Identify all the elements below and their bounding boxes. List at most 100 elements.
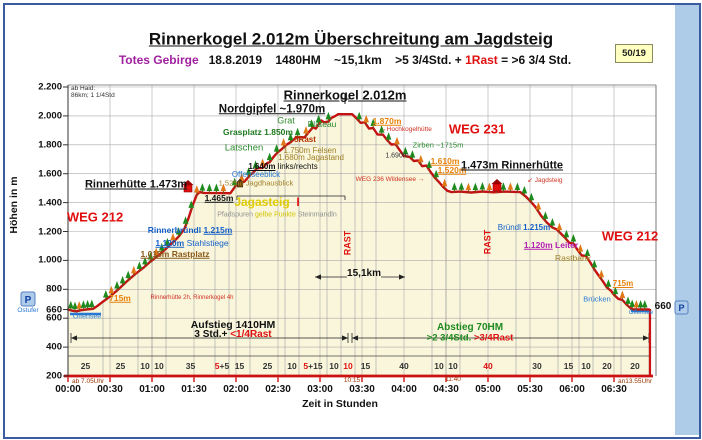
tree-icon: [159, 242, 165, 251]
tree-icon: [500, 182, 507, 190]
sign-715-west: 715m: [109, 292, 131, 303]
stahlstiege-label-segment: Stahlstiege: [184, 237, 229, 248]
leg-minutes-cell: 40: [483, 362, 492, 371]
leg-minutes-cell: 10: [140, 362, 149, 371]
tree-orange-icon: [394, 136, 400, 145]
leg-minutes-cell: 40: [399, 362, 408, 371]
tour-number-badge: 50/19: [615, 44, 653, 63]
jagastand-label: 1.680m Jagastand: [278, 153, 344, 162]
tree-icon: [84, 299, 91, 308]
leg-minutes-text: 10: [329, 360, 339, 371]
offensee-west-label: Offensee: [72, 313, 102, 321]
leg-minutes-cell: 5+15: [303, 362, 322, 371]
tree-icon: [584, 248, 591, 256]
tree-icon: [315, 114, 322, 123]
tree-icon: [325, 111, 332, 120]
x-tick-label: 01:30: [181, 384, 207, 395]
y-tick-label: 1.400: [38, 196, 62, 208]
rast-summit-label: RAST: [342, 230, 353, 256]
tree-icon: [629, 299, 635, 307]
leg-minutes-text: 35: [185, 360, 196, 371]
parking-icon-letter: P: [25, 295, 32, 306]
tree-orange-icon: [76, 301, 82, 309]
subtitle-segment: 1Rast: [465, 53, 498, 67]
stahlstiege-label-segment: 1.120m: [155, 237, 185, 248]
ab-haid-line2: 86km; 1 1/4Std: [71, 91, 115, 99]
tree-icon: [206, 183, 213, 191]
leg-minutes-text: 10: [448, 360, 458, 371]
jagdsteig-label: ↙ Jagdsteig: [527, 176, 563, 184]
stahlstiege-label: 1.120m Stahlstiege: [155, 239, 228, 248]
leg-minutes-cell: 15: [235, 362, 244, 371]
tree-icon: [433, 169, 439, 178]
y-tick-label: 660: [46, 303, 62, 315]
tree-icon: [136, 261, 143, 269]
rastbank-label: Rastbank: [555, 252, 591, 263]
parking-icon-letter: P: [678, 303, 684, 313]
offenseeblick-label: Offenseeblick: [231, 170, 281, 179]
leg-minutes-text: 5: [214, 360, 220, 371]
leg-minutes-text: 20: [630, 360, 640, 371]
tree-icon: [605, 279, 612, 287]
weg231-label: WEG 231: [448, 121, 506, 137]
tree-orange-icon: [238, 173, 245, 181]
hut-roof-icon: [236, 178, 244, 183]
route-area-fill: [68, 114, 649, 376]
felsen-label: 1.750m Felsen: [283, 146, 337, 155]
abstieg-line1: Abstieg 70HM: [436, 322, 504, 333]
tree-icon: [385, 132, 392, 140]
tree-orange-icon: [535, 202, 542, 210]
tree-icon: [119, 275, 126, 284]
tree-orange-icon: [108, 285, 115, 294]
links-rechts-label-segment: 1.640m: [248, 162, 276, 171]
leg-minutes-cell: 15: [361, 362, 370, 371]
leg-minutes-text: +5: [219, 360, 230, 371]
x-tick-label: 00:00: [55, 384, 81, 395]
dim-arrowhead: [342, 335, 348, 341]
bruendl-east-label-segment: 1.215m: [523, 223, 551, 232]
tree-orange-icon: [619, 290, 626, 298]
tree-icon: [637, 300, 644, 308]
time-start-label: ab 7.05Uhr: [72, 377, 105, 385]
tree-icon: [199, 183, 206, 191]
x-tick-label: 04:30: [433, 384, 459, 395]
time-end-label: an13.55Uhr: [618, 377, 652, 385]
tree-orange-icon: [131, 265, 137, 274]
abstieg-line2-segment: >2 3/4Std.: [426, 332, 474, 344]
leg-minutes-text: 15: [563, 360, 574, 371]
weg236-label: WEG 236 Wildensee →: [355, 175, 425, 183]
y-tick-label: 1.600: [38, 167, 62, 179]
tree-icon: [549, 217, 556, 226]
y-tick-label: 1.200: [38, 225, 62, 237]
tree-icon: [426, 160, 432, 168]
bruendl-east-label-segment: Bründl: [497, 223, 524, 232]
leg-minutes-text: 40: [399, 360, 409, 371]
tree-orange-icon: [418, 154, 424, 163]
rinnerbruendl-label: Rinnerbründl 1.215m: [148, 226, 233, 235]
leg-minutes-text: 10: [154, 360, 164, 371]
tree-icon: [472, 182, 479, 191]
tree-icon: [213, 183, 220, 192]
tree-icon: [147, 251, 154, 260]
tree-icon: [458, 182, 465, 190]
subtitle-segment: 18.8.2019 1480HM ~15,1km >5 3/4Std. +: [198, 53, 466, 67]
tree-orange-icon: [194, 185, 200, 193]
links-rechts-label: 1.640m links/rechts: [248, 163, 317, 171]
y-tick-label: 2.000: [38, 110, 62, 122]
tree-orange-icon: [220, 183, 227, 192]
jagasteig-label: Jagasteig I: [234, 196, 299, 208]
pfadspuren-label-segment: gelbe Punkte: [255, 211, 298, 219]
time-summit-label: 10:15: [343, 376, 361, 384]
time-huette-label: 11:40: [445, 375, 461, 383]
x-tick-label: 03:30: [349, 384, 375, 395]
weg212-left-label: WEG 212: [66, 209, 124, 225]
jagdhausblick-label: 1.525m Jagdhausblick: [218, 178, 294, 188]
jagasteig-label-segment: Jagasteig: [234, 195, 290, 209]
leg-minutes-text: 10: [581, 360, 591, 371]
y-tick-label: 1.000: [38, 254, 62, 266]
leg-minutes-text: 10: [434, 360, 444, 371]
x-tick-label: 01:00: [139, 384, 165, 395]
tree-icon: [164, 237, 171, 246]
hochkogelhuette-label: →Hochkogelhütte: [380, 125, 432, 133]
